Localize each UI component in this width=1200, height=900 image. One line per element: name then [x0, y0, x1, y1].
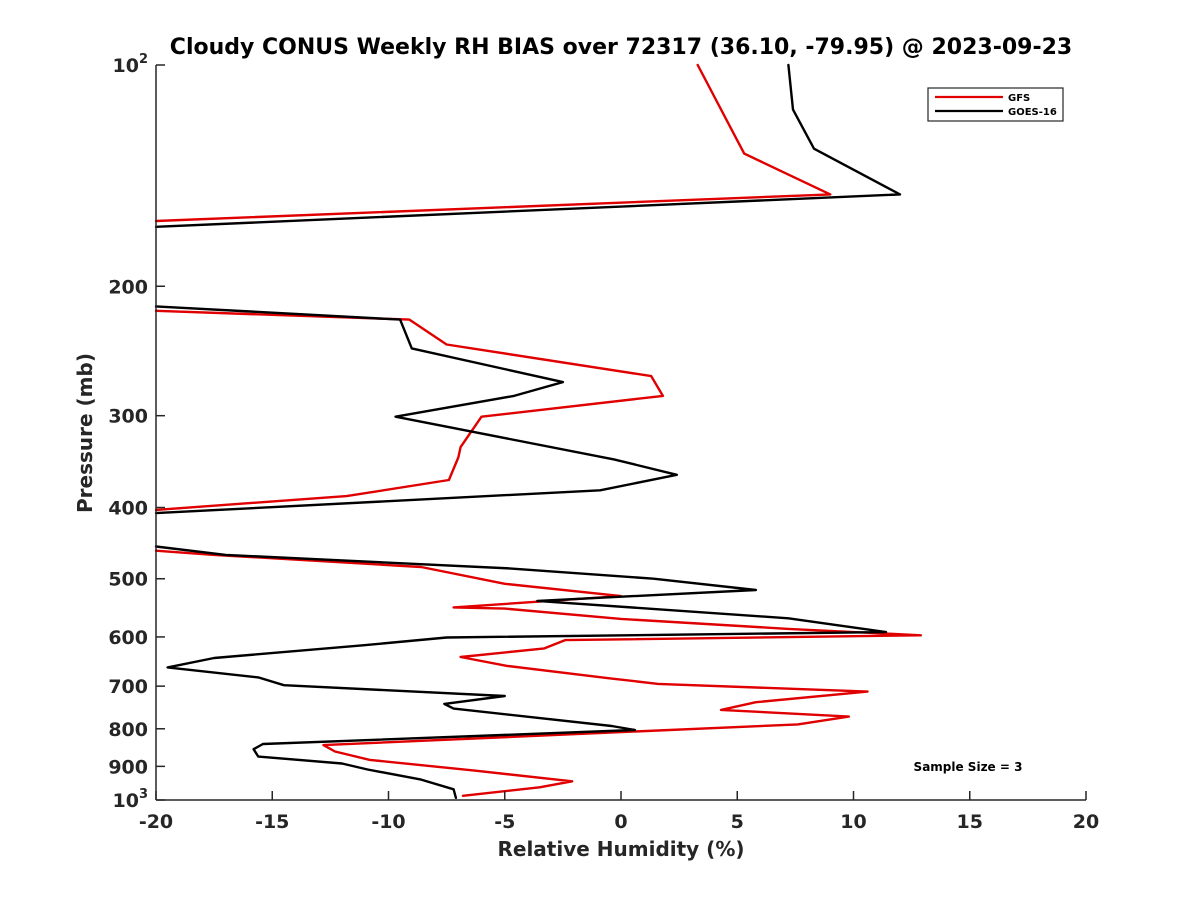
x-tick-label: 20 — [1073, 811, 1099, 833]
x-tick-label: 0 — [614, 811, 627, 833]
legend-box — [927, 87, 1064, 122]
sample-size-annotation: Sample Size = 3 — [914, 760, 1023, 774]
axes — [155, 65, 1086, 801]
y-tick-label: 600 — [108, 627, 148, 649]
series-line-goes16-seg3 — [154, 545, 888, 799]
y-tick-label: 300 — [108, 406, 148, 428]
y-tick-label: 103 — [113, 787, 149, 812]
x-tick-label: 5 — [731, 811, 744, 833]
y-tick-label: 700 — [108, 676, 148, 698]
series-line-goes16-seg2 — [154, 305, 678, 515]
x-tick-label: 10 — [840, 811, 866, 833]
y-tick-label: 200 — [108, 276, 148, 298]
legend: GFS GOES-16 — [927, 87, 1064, 122]
legend-label-gfs: GFS — [1008, 93, 1030, 104]
y-tick-label: 400 — [108, 498, 148, 520]
series-line-gfs-seg3 — [154, 549, 923, 797]
plot-lines — [154, 63, 923, 799]
x-tick-label: -5 — [494, 811, 515, 833]
y-axis-label: Pressure (mb) — [73, 353, 97, 513]
series-line-goes16-seg1 — [154, 63, 902, 229]
x-tick-label: -15 — [255, 811, 289, 833]
y-tick-label: 800 — [108, 719, 148, 741]
x-tick-label: -10 — [371, 811, 405, 833]
series-line-gfs-seg2 — [154, 309, 665, 512]
x-ticks: -20 -15 -10 -5 0 5 10 15 20 — [139, 791, 1099, 833]
y-tick-label: 102 — [113, 52, 149, 77]
x-tick-label: 15 — [957, 811, 983, 833]
chart-title: Cloudy CONUS Weekly RH BIAS over 72317 (… — [170, 35, 1072, 60]
x-tick-label: -20 — [139, 811, 173, 833]
legend-label-goes16: GOES-16 — [1008, 107, 1057, 118]
series-line-gfs-seg1 — [154, 63, 832, 223]
y-tick-label: 900 — [108, 756, 148, 778]
y-ticks: 102 200 300 400 500 600 700 800 900 103 — [108, 52, 165, 812]
y-tick-label: 500 — [108, 569, 148, 591]
x-axis-label: Relative Humidity (%) — [497, 837, 744, 861]
